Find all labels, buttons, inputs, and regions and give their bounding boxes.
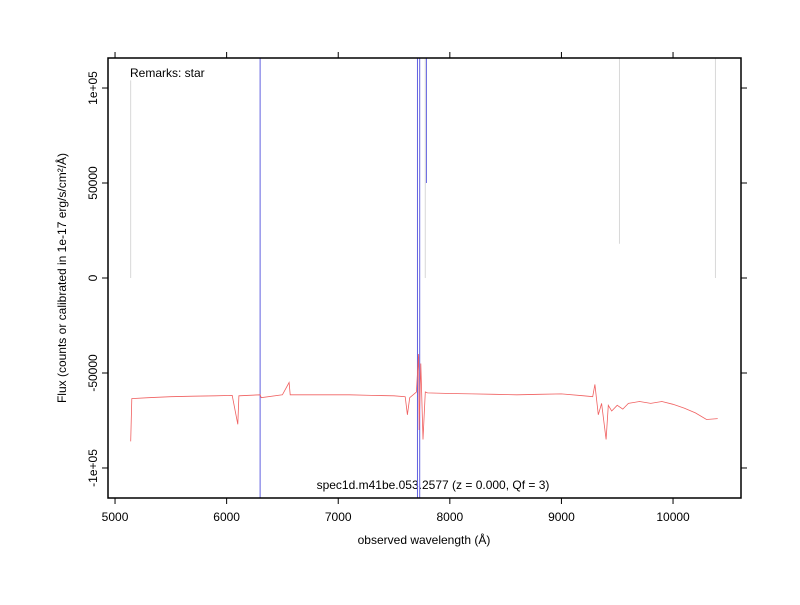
y-tick-label: 0: [86, 274, 100, 281]
y-tick-label: -50000: [86, 354, 100, 392]
y-axis-label: Flux (counts or calibrated in 1e-17 erg/…: [54, 153, 69, 403]
x-tick-label: 7000: [325, 510, 352, 524]
y-tick-label: 50000: [86, 166, 100, 200]
annotation: spec1d.m41be.053.2577 (z = 0.000, Qf = 3…: [317, 478, 550, 492]
x-tick-label: 10000: [656, 510, 690, 524]
x-tick-label: 5000: [102, 510, 129, 524]
x-tick-label: 9000: [548, 510, 575, 524]
x-tick-label: 8000: [436, 510, 463, 524]
x-tick-label: 6000: [213, 510, 240, 524]
y-tick-label: -1e+05: [86, 449, 100, 487]
y-tick-label: 1e+05: [86, 71, 100, 105]
spectrum: [130, 353, 718, 442]
plot-frame: [107, 57, 742, 499]
remark: Remarks: star: [130, 66, 205, 80]
x-axis-label: observed wavelength (Å): [358, 532, 491, 547]
